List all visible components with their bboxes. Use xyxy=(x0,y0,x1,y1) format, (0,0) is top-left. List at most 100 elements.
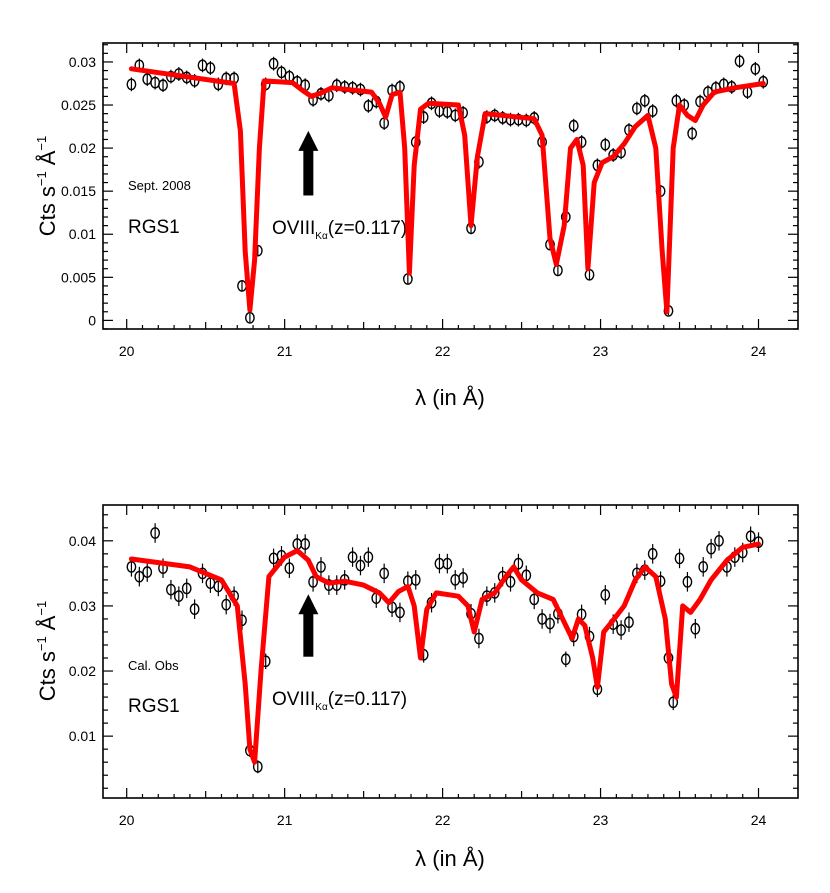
data-point xyxy=(750,62,761,75)
data-point xyxy=(600,588,611,601)
y-tick-label: 0.02 xyxy=(69,663,96,679)
data-point xyxy=(458,572,469,584)
data-point xyxy=(347,551,358,563)
arrow-head-icon xyxy=(298,594,319,615)
instrument-label: RGS1 xyxy=(128,217,180,238)
data-point xyxy=(513,557,524,570)
data-point xyxy=(545,617,555,630)
data-point xyxy=(268,57,279,70)
data-point xyxy=(395,606,405,619)
y-tick-label: 0.03 xyxy=(69,54,96,70)
data-point xyxy=(410,573,421,586)
arrow-head-icon xyxy=(298,130,319,151)
data-point xyxy=(134,570,145,583)
data-point xyxy=(639,94,650,107)
data-point xyxy=(150,527,161,539)
x-axis-label: λ (in Å) xyxy=(415,385,485,410)
data-point xyxy=(205,62,216,74)
data-point xyxy=(158,79,168,92)
data-point xyxy=(126,560,137,573)
y-axis-label: Cts s−1Å−1 xyxy=(34,601,60,701)
data-point xyxy=(647,105,658,117)
x-tick-label: 21 xyxy=(277,343,293,359)
observation-label: Sept. 2008 xyxy=(128,178,191,193)
y-tick-label: 0.04 xyxy=(69,533,96,549)
data-point xyxy=(363,551,374,563)
data-point xyxy=(690,622,701,635)
model-fit-line xyxy=(128,66,766,315)
data-point xyxy=(560,653,571,666)
data-point xyxy=(682,575,693,588)
x-tick-label: 23 xyxy=(593,343,609,359)
data-point xyxy=(308,575,318,588)
data-point xyxy=(568,119,579,132)
data-point xyxy=(474,632,484,645)
data-point xyxy=(698,560,709,573)
data-point xyxy=(316,560,326,573)
data-point xyxy=(734,55,745,67)
data-point xyxy=(252,760,263,773)
x-tick-label: 23 xyxy=(593,812,609,828)
x-axis-label: λ (in Å) xyxy=(415,846,485,871)
y-tick-label: 0.01 xyxy=(69,728,96,744)
data-point xyxy=(181,582,192,595)
y-tick-label: 0.005 xyxy=(61,269,96,285)
data-point xyxy=(521,569,532,582)
data-point xyxy=(363,99,374,112)
arrow-shaft xyxy=(303,612,314,657)
data-point xyxy=(379,567,390,580)
line-annotation: OVIIIKα(z=0.117) xyxy=(272,689,407,713)
data-point xyxy=(126,78,137,91)
data-point xyxy=(631,102,642,115)
x-tick-label: 20 xyxy=(119,343,135,359)
data-point xyxy=(674,552,685,565)
data-point xyxy=(505,575,516,588)
data-point xyxy=(300,538,311,550)
data-point xyxy=(276,66,287,79)
x-tick-label: 21 xyxy=(277,812,293,828)
data-point xyxy=(244,311,255,324)
data-point xyxy=(624,616,634,629)
data-point xyxy=(671,94,682,107)
data-point xyxy=(173,590,184,603)
x-tick-label: 20 xyxy=(119,812,135,828)
y-tick-label: 0.01 xyxy=(69,226,96,242)
data-point xyxy=(537,613,548,625)
model-fit-line xyxy=(128,541,761,765)
top-panel: 20 21 22 23 24 0 0.005 0.01 0.015 0.02 0.025 0.03 λ … xyxy=(34,42,799,410)
x-tick-label: 24 xyxy=(751,343,767,359)
data-point xyxy=(745,530,756,543)
y-tick-label: 0.03 xyxy=(69,598,96,614)
data-point xyxy=(668,696,679,709)
data-point xyxy=(600,138,611,151)
data-point xyxy=(442,557,453,570)
instrument-label: RGS1 xyxy=(128,696,180,717)
data-point xyxy=(221,598,232,611)
data-point xyxy=(189,603,200,616)
data-point xyxy=(142,566,153,578)
y-tick-label: 0 xyxy=(88,312,96,328)
data-point xyxy=(355,559,366,572)
line-annotation: OVIIIKα(z=0.117) xyxy=(272,218,407,242)
data-point xyxy=(687,127,698,140)
y-tick-label: 0.015 xyxy=(61,183,96,199)
data-point xyxy=(706,542,717,555)
y-tick-label: 0.025 xyxy=(61,97,96,113)
data-point xyxy=(166,583,176,596)
data-point xyxy=(647,547,658,560)
data-point xyxy=(529,593,540,606)
x-tick-label: 22 xyxy=(435,343,451,359)
plot-frame xyxy=(102,504,799,799)
x-tick-label: 22 xyxy=(435,812,451,828)
y-axis-label: Cts s−1Å−1 xyxy=(34,136,60,236)
arrow-shaft xyxy=(303,148,314,196)
data-point xyxy=(714,534,724,547)
data-point xyxy=(616,624,626,636)
x-tick-label: 24 xyxy=(751,812,767,828)
y-tick-label: 0.02 xyxy=(69,140,96,156)
data-point xyxy=(284,562,295,575)
observation-label: Cal. Obs xyxy=(128,658,179,673)
bottom-panel: 20 21 22 23 24 0.01 0.02 0.03 0.04 λ (in Å) Cts s−… xyxy=(34,504,799,871)
plot-frame xyxy=(102,42,799,330)
